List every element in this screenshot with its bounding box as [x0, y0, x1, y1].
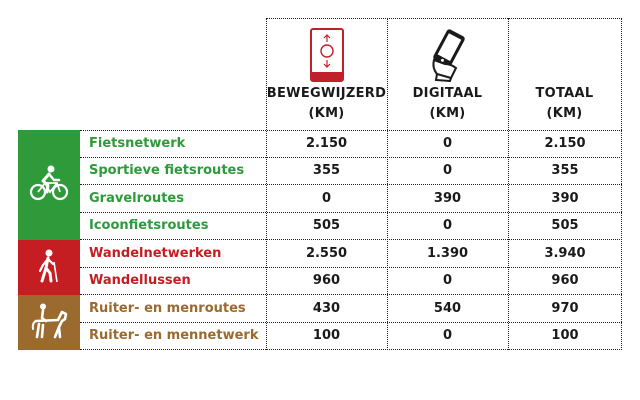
group-block-walking — [18, 240, 80, 295]
table-row: Ruiter- en menroutes 430 540 970 — [80, 295, 622, 322]
value-digitaal: 0 — [442, 163, 453, 178]
value-digitaal: 0 — [442, 136, 453, 151]
value-digitaal: 0 — [442, 273, 453, 288]
value-digitaal: 1.390 — [426, 246, 469, 261]
value-totaal: 355 — [551, 163, 579, 178]
row-label: Ruiter- en menroutes — [89, 301, 246, 316]
value-totaal: 390 — [551, 191, 579, 206]
row-divider — [80, 184, 622, 185]
table-row: Wandellussen 960 0 960 — [80, 267, 622, 294]
table-row: Icoonfietsroutes 505 0 505 — [80, 212, 622, 239]
value-digitaal: 540 — [433, 301, 462, 316]
row-label: Fietsnetwerk — [89, 136, 186, 151]
value-digitaal: 0 — [442, 218, 453, 233]
table-row: Gravelroutes 0 390 390 — [80, 185, 622, 212]
table-row: Wandelnetwerken 2.550 1.390 3.940 — [80, 240, 622, 267]
row-label: Wandelnetwerken — [89, 246, 222, 261]
row-divider — [80, 157, 622, 158]
row-label: Gravelroutes — [89, 191, 184, 206]
column-header-line2: (KM) — [308, 106, 345, 121]
row-label: Icoonfietsroutes — [89, 218, 209, 233]
value-bewegwijzerd: 100 — [312, 328, 341, 343]
group-block-cycling — [18, 130, 80, 240]
column-header-digitaal: DIGITAAL (KM) — [387, 18, 508, 130]
value-bewegwijzerd: 430 — [312, 301, 341, 316]
value-totaal: 3.940 — [544, 246, 586, 261]
row-divider — [80, 294, 622, 295]
value-bewegwijzerd: 505 — [312, 218, 341, 233]
table-row: Ruiter- en mennetwerk 100 0 100 — [80, 322, 622, 349]
routes-table: BEWEGWIJZERD (KM) DIGITAAL (KM) TOTAAL (… — [18, 18, 622, 350]
value-totaal: 2.150 — [544, 136, 586, 151]
column-header-totaal: TOTAAL (KM) — [508, 18, 621, 130]
table-row: Sportieve fietsroutes 355 0 355 — [80, 157, 622, 184]
row-label: Ruiter- en mennetwerk — [89, 328, 259, 343]
row-divider — [80, 130, 622, 131]
group-block-horse-riding — [18, 295, 80, 350]
signpost-icon — [266, 28, 387, 90]
value-digitaal: 0 — [442, 328, 453, 343]
column-header-line1: TOTAAL — [535, 86, 594, 101]
column-header-bewegwijzerd: BEWEGWIJZERD (KM) — [266, 18, 387, 130]
row-divider — [80, 267, 622, 268]
column-header-line2: (KM) — [429, 106, 466, 121]
column-header-line1: DIGITAAL — [412, 86, 483, 101]
smartphone-icon — [387, 28, 508, 90]
value-bewegwijzerd: 2.550 — [305, 246, 348, 261]
row-divider — [80, 322, 622, 323]
value-bewegwijzerd: 355 — [312, 163, 341, 178]
value-totaal: 970 — [551, 301, 579, 316]
value-bewegwijzerd: 960 — [312, 273, 341, 288]
row-divider — [80, 239, 622, 240]
value-digitaal: 390 — [433, 191, 462, 206]
value-totaal: 960 — [551, 273, 579, 288]
value-totaal: 100 — [551, 328, 579, 343]
table-row: Fietsnetwerk 2.150 0 2.150 — [80, 130, 622, 157]
header-top-border — [266, 18, 622, 19]
hiker-icon — [36, 249, 62, 287]
row-label: Wandellussen — [89, 273, 191, 288]
value-bewegwijzerd: 0 — [321, 191, 332, 206]
row-divider — [80, 212, 622, 213]
column-header-line2: (KM) — [546, 106, 583, 121]
row-label: Sportieve fietsroutes — [89, 163, 245, 178]
column-header-line1: BEWEGWIJZERD — [266, 86, 387, 101]
row-divider — [80, 349, 622, 350]
cyclist-icon — [29, 165, 69, 205]
value-totaal: 505 — [551, 218, 579, 233]
value-bewegwijzerd: 2.150 — [305, 136, 348, 151]
horse-rider-icon — [29, 303, 69, 343]
